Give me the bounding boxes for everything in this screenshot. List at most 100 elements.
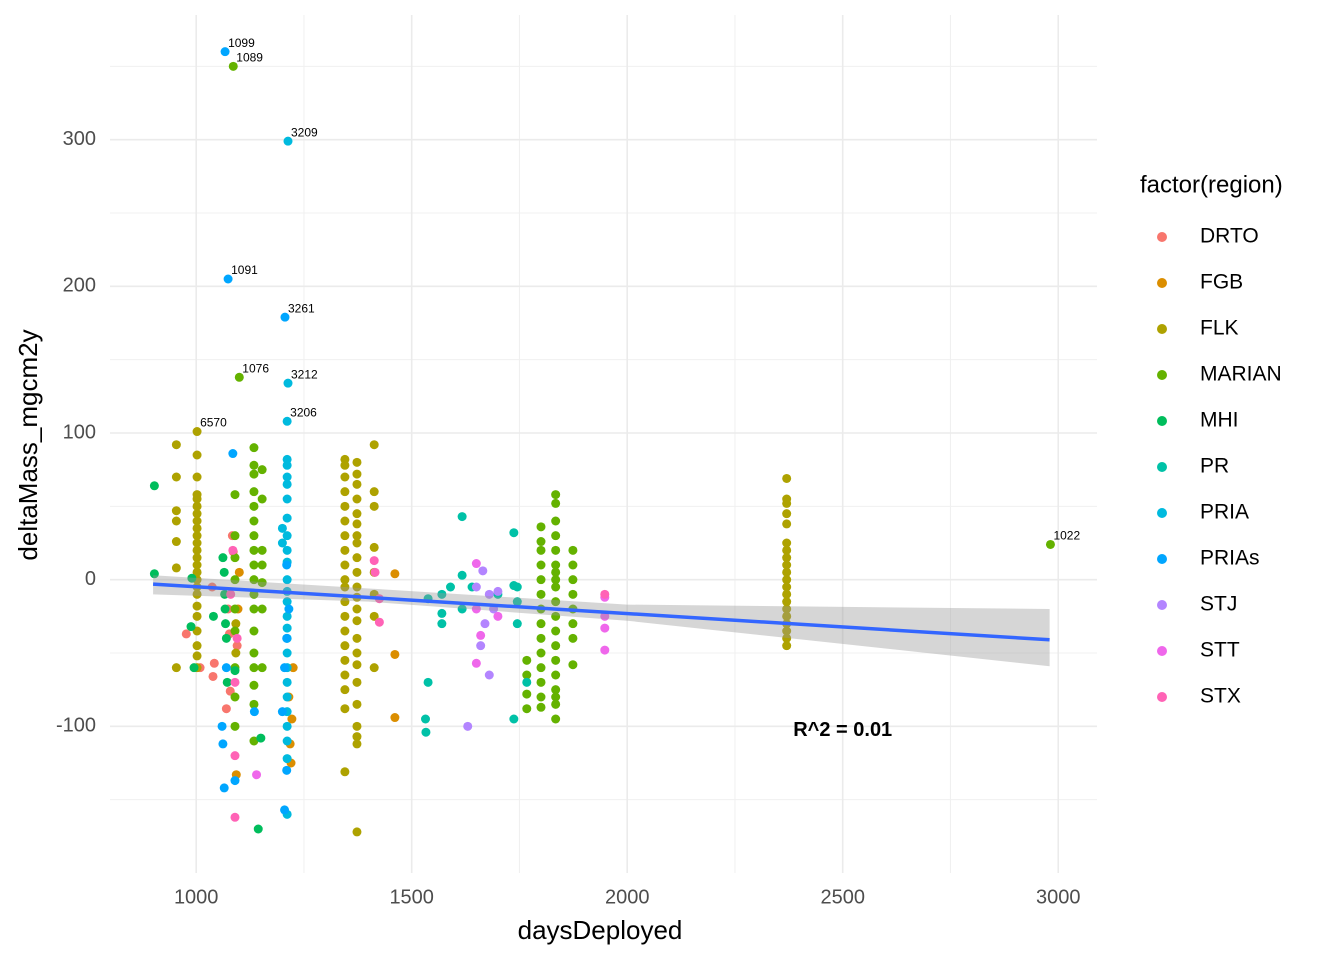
point — [253, 824, 263, 834]
point — [340, 531, 350, 541]
point — [536, 522, 546, 532]
x-tick-label: 3000 — [1036, 886, 1081, 908]
point — [221, 633, 231, 643]
point — [369, 556, 379, 566]
point — [568, 589, 578, 599]
point — [340, 575, 350, 585]
point — [551, 626, 561, 636]
point — [282, 692, 292, 702]
point — [352, 582, 362, 592]
point — [187, 573, 197, 583]
point — [223, 274, 233, 284]
point — [171, 506, 181, 516]
point — [192, 509, 202, 519]
point — [228, 449, 238, 459]
point — [782, 589, 792, 599]
point — [551, 567, 561, 577]
point — [352, 457, 362, 467]
point-label: 3206 — [290, 405, 317, 419]
point — [189, 663, 199, 673]
point — [390, 713, 400, 723]
point — [536, 537, 546, 547]
point — [390, 649, 400, 659]
point — [257, 465, 267, 475]
legend-label: PRIA — [1200, 501, 1249, 524]
point — [536, 575, 546, 585]
point — [509, 528, 519, 538]
x-tick-label: 1000 — [174, 886, 219, 908]
point-label: 1076 — [242, 361, 269, 375]
annotation: R^2 = 0.01 — [793, 719, 892, 741]
point — [277, 707, 287, 717]
y-axis-title: deltaMass_mgcm2y — [13, 329, 43, 560]
point — [352, 519, 362, 529]
point — [782, 604, 792, 614]
point — [340, 460, 350, 470]
legend-swatch — [1157, 646, 1167, 656]
point — [568, 560, 578, 570]
point — [149, 481, 159, 491]
point — [257, 578, 267, 588]
point — [782, 498, 792, 508]
point — [171, 563, 181, 573]
y-tick-label: 300 — [63, 128, 96, 150]
point — [257, 663, 267, 673]
point — [476, 630, 486, 640]
legend-label: STT — [1200, 639, 1240, 662]
point — [149, 569, 159, 579]
point — [340, 597, 350, 607]
point — [471, 604, 481, 614]
point — [512, 582, 522, 592]
point — [340, 545, 350, 555]
point — [551, 699, 561, 709]
point — [476, 641, 486, 651]
point — [221, 663, 231, 673]
point — [536, 677, 546, 687]
point — [352, 732, 362, 742]
point-label: 1099 — [228, 36, 255, 50]
point — [282, 460, 292, 470]
point — [192, 450, 202, 460]
point — [493, 586, 503, 596]
point — [782, 575, 792, 585]
point — [280, 805, 290, 815]
legend-label: STJ — [1200, 593, 1237, 616]
point — [370, 567, 380, 577]
point — [782, 509, 792, 519]
point — [230, 553, 240, 563]
point — [228, 61, 238, 71]
point — [287, 714, 297, 724]
point — [600, 645, 610, 655]
legend-swatch — [1157, 600, 1167, 610]
point — [230, 812, 240, 822]
point — [522, 704, 532, 714]
legend-swatch — [1157, 416, 1167, 426]
legend-label: MHI — [1200, 409, 1239, 432]
point — [551, 597, 561, 607]
point — [782, 473, 792, 483]
point — [551, 575, 561, 585]
point — [352, 531, 362, 541]
point — [421, 727, 431, 737]
points — [149, 47, 1055, 837]
point-label: 3212 — [291, 367, 318, 381]
point — [340, 516, 350, 526]
point — [551, 560, 561, 570]
point — [220, 47, 230, 57]
point — [352, 469, 362, 479]
point — [390, 569, 400, 579]
point — [192, 567, 202, 577]
point — [369, 501, 379, 511]
point — [493, 611, 503, 621]
point — [186, 622, 196, 632]
point — [782, 519, 792, 529]
point — [484, 589, 494, 599]
point — [283, 378, 293, 388]
point — [512, 597, 522, 607]
point — [192, 523, 202, 533]
point — [192, 553, 202, 563]
point — [1045, 539, 1055, 549]
point — [234, 567, 244, 577]
point — [282, 513, 292, 523]
